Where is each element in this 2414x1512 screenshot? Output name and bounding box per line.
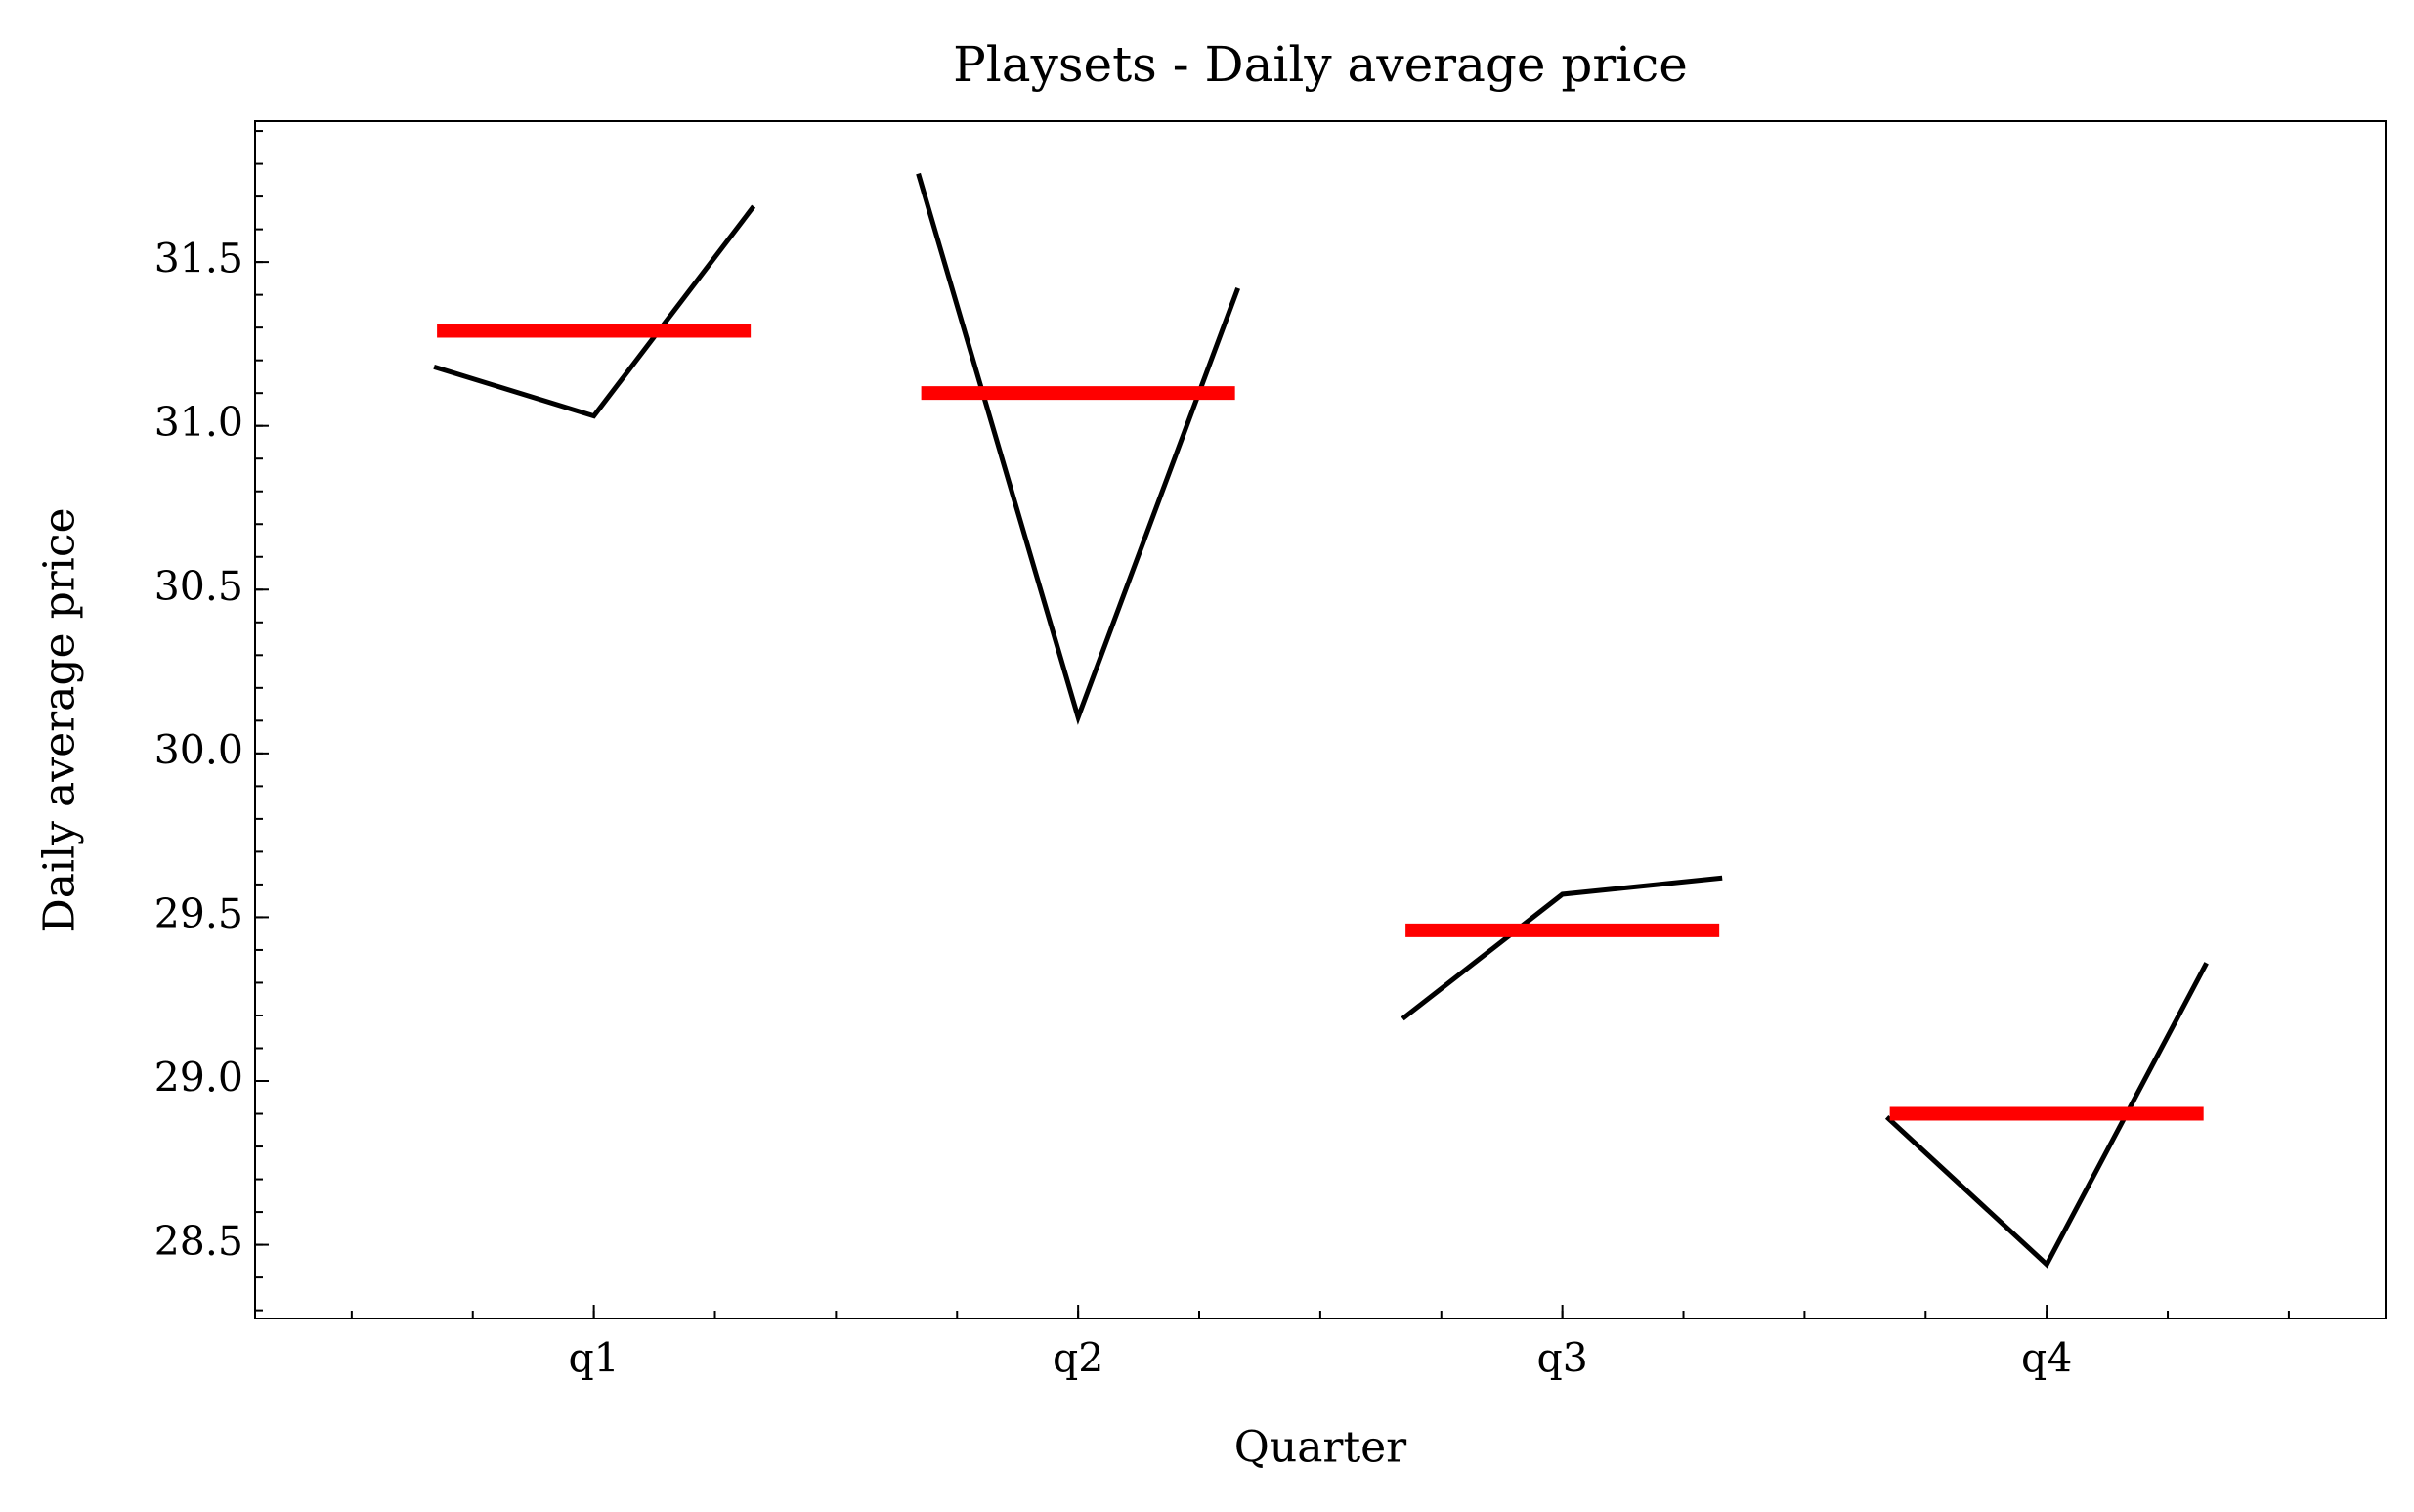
y-tick-label: 28.5 xyxy=(154,1218,243,1265)
x-tick-label: q3 xyxy=(1536,1335,1587,1382)
chart-title: Playsets - Daily average price xyxy=(953,36,1688,93)
x-tick-label: q2 xyxy=(1053,1335,1103,1382)
y-axis-label: Daily average price xyxy=(35,507,85,932)
x-tick-label: q1 xyxy=(568,1335,619,1382)
plot-frame xyxy=(254,120,2387,1319)
subseries-line xyxy=(433,204,756,419)
y-tick-label: 31.0 xyxy=(154,399,243,446)
x-tick-label: q4 xyxy=(2021,1335,2072,1382)
x-axis-label: Quarter xyxy=(1234,1423,1407,1473)
y-tick-label: 29.5 xyxy=(154,890,243,937)
subseries-line xyxy=(1884,962,2209,1269)
subseries-line xyxy=(916,172,1240,725)
subseries-line xyxy=(1401,875,1723,1021)
y-tick-label: 29.0 xyxy=(154,1055,243,1102)
y-tick-label: 30.0 xyxy=(154,726,243,773)
y-tick-label: 30.5 xyxy=(154,563,243,610)
y-tick-label: 31.5 xyxy=(154,236,243,282)
